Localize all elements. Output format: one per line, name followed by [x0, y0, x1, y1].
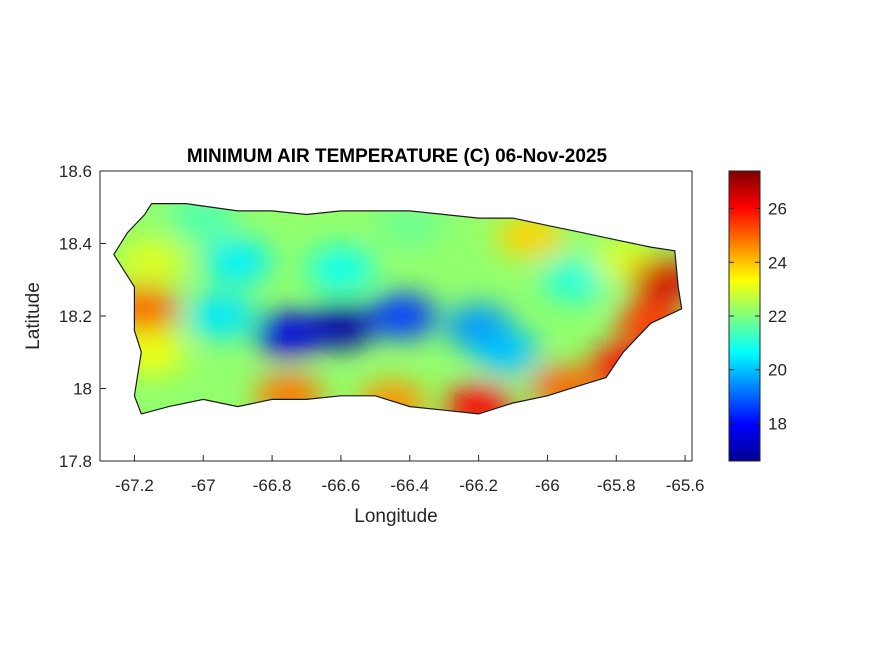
x-tick-label: -65.6 [666, 476, 705, 495]
y-tick-label: 17.8 [59, 452, 92, 471]
x-tick-label: -65.8 [597, 476, 636, 495]
y-axis: 17.8 18 18.2 18.4 18.6 [59, 162, 106, 471]
heatmap-cell [375, 203, 444, 248]
colorbar [728, 170, 761, 462]
y-tick-label: 18.4 [59, 235, 92, 254]
chart-title: MINIMUM AIR TEMPERATURE (C) 06-Nov-2025 [187, 146, 608, 167]
heatmap-cell [255, 312, 324, 357]
x-tick-label: -66.6 [322, 476, 361, 495]
x-axis-label: Longitude [354, 506, 437, 527]
heatmap-cell [186, 294, 255, 338]
colorbar-tick-label: 22 [768, 307, 787, 326]
x-tick-label: -67 [191, 476, 216, 495]
heatmap-cell [203, 239, 272, 284]
colorbar-ticks: 18 20 22 24 26 [729, 200, 787, 433]
heatmap-cell [540, 257, 609, 302]
colorbar-tick-label: 24 [768, 253, 787, 272]
x-tick-label: -66.4 [390, 476, 429, 495]
y-tick-label: 18.6 [59, 162, 92, 181]
heatmap-cell [444, 384, 513, 414]
island-outline [113, 203, 683, 415]
y-tick-label: 18 [73, 380, 92, 399]
y-tick-label: 18.2 [59, 307, 92, 326]
colorbar-tick-label: 20 [768, 361, 787, 380]
x-axis: -67.2 -67 -66.8 -66.6 -66.4 -66.2 -66 -65.8 -65.… [115, 455, 704, 495]
heatmap-cell [117, 239, 186, 284]
temperature-heatmap [113, 203, 682, 414]
heatmap-cell [472, 330, 541, 375]
y-axis-label: Latitude [23, 282, 44, 350]
x-tick-label: -66.8 [253, 476, 292, 495]
x-tick-label: -66.2 [459, 476, 498, 495]
colorbar-tick-label: 18 [768, 414, 787, 433]
heatmap-cell [306, 304, 375, 349]
colorbar-tick-label: 26 [768, 200, 787, 219]
x-tick-label: -66 [535, 476, 560, 495]
heatmap-cell [306, 246, 375, 291]
heatmap-cell [368, 294, 437, 338]
x-tick-label: -67.2 [115, 476, 154, 495]
